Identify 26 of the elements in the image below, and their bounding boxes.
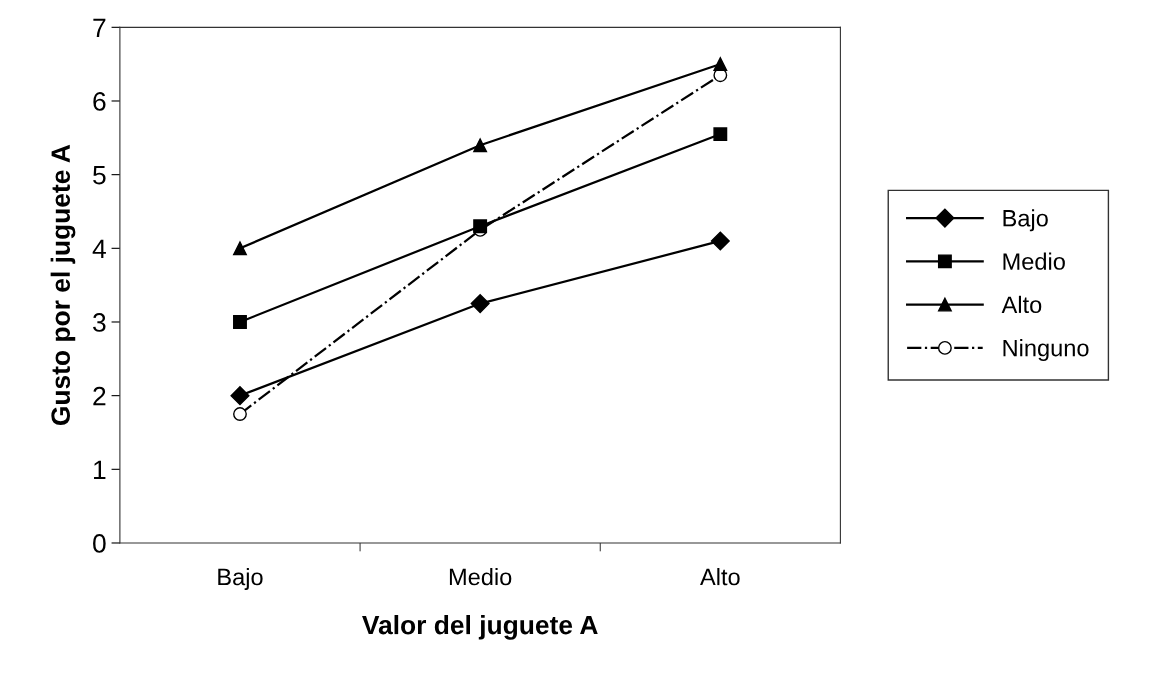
- point: [233, 407, 247, 422]
- y-tick-label: 2: [93, 386, 106, 406]
- point: [473, 138, 488, 153]
- y-tick-label: 1: [94, 460, 106, 479]
- legend-label: Medio: [1003, 252, 1065, 270]
- legend-label: Bajo: [1003, 209, 1048, 232]
- y-tick-label: 0: [93, 534, 106, 553]
- x-tick-label: Bajo: [218, 567, 263, 590]
- legend-label: Ninguno: [1003, 339, 1089, 362]
- y-tick-label: 3: [93, 313, 106, 332]
- point: [710, 231, 730, 251]
- point: [230, 386, 250, 406]
- y-axis-title: Gusto por el juguete A: [50, 144, 76, 426]
- y-tick-label: 6: [93, 92, 106, 111]
- x-axis-title: Valor del juguete A: [362, 614, 598, 640]
- legend-label: Alto: [1001, 295, 1042, 314]
- x-tick-label: Alto: [700, 567, 740, 586]
- y-tick-label: 7: [93, 18, 106, 37]
- x-tick-label: Medio: [449, 567, 512, 586]
- point: [713, 127, 728, 142]
- point: [233, 315, 247, 329]
- point: [470, 294, 490, 314]
- point: [233, 241, 247, 256]
- y-tick-label: 5: [93, 166, 106, 185]
- y-tick-label: 4: [92, 239, 106, 258]
- point: [713, 57, 728, 72]
